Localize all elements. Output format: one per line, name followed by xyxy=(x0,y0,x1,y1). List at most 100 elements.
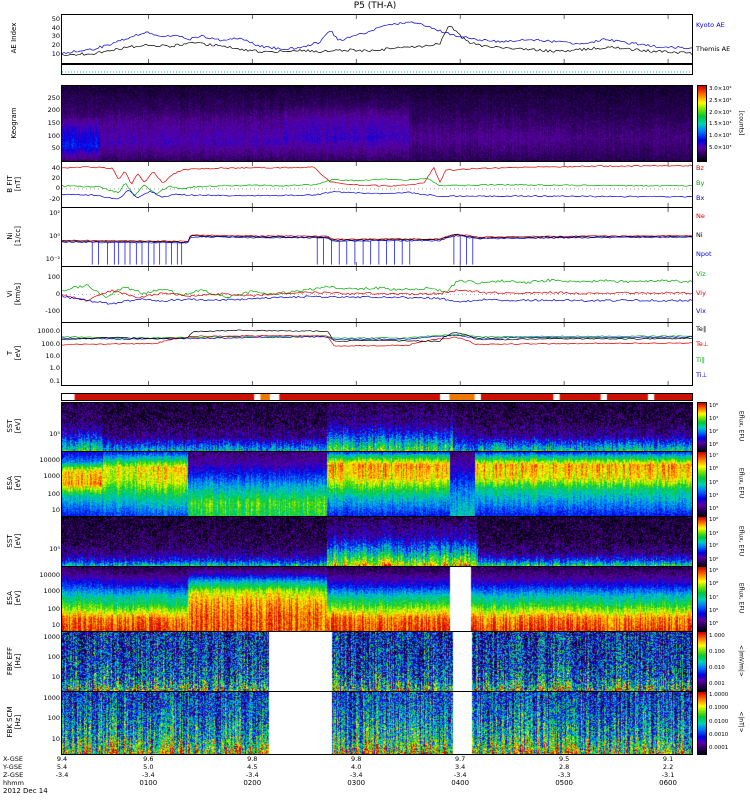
colorbar-fbk-eff-tick-3: 0.001 xyxy=(709,680,725,687)
time-tick-label: 0200 xyxy=(243,779,262,787)
colorbar-esa-electrons-tick-0: 10⁹ xyxy=(709,567,719,574)
colorbar-fbk-scm-tick-2: 0.0100 xyxy=(709,718,729,725)
panel-density-ytick-2: 10⁻² xyxy=(45,255,60,264)
plot-title: P5 (TH-A) xyxy=(353,1,397,11)
panel-keogram-ytick-4: 50 xyxy=(51,143,60,152)
orbit-value: -3.4 xyxy=(245,771,259,779)
panel-keogram-ytick-1: 200 xyxy=(47,106,60,115)
legend-density-ne: Ne xyxy=(696,211,705,220)
legend-temperature-ti-: Ti⊥ xyxy=(696,371,708,380)
panel-fbk-eff xyxy=(61,631,693,692)
panel-fbk-scm-ytick-1: 100 xyxy=(47,714,60,723)
colorbar-sst-ions-tick-1: 10⁴ xyxy=(709,416,719,423)
orbit-value: -3.4 xyxy=(55,771,69,779)
legend-density-npot: Npot xyxy=(696,250,712,259)
colorbar-fbk-eff-tick-2: 0.010 xyxy=(709,664,725,671)
colorbar-sst-electrons-tick-3: 10⁰ xyxy=(709,556,719,563)
panel-velocity-ytick-2: -100 xyxy=(45,307,60,316)
colorbar-esa-ions-unit-label: Eflux, EFU xyxy=(737,467,745,499)
colorbar-fbk-eff-tick-1: 0.100 xyxy=(709,649,725,656)
colorbar-fbk-scm-tick-1: 0.1000 xyxy=(709,705,729,712)
panel-sst-ions-ytick-0: 10⁵ xyxy=(49,430,60,439)
colorbar-keogram-tick-5: 5.0×10³ xyxy=(709,144,732,151)
orbit-value: 4.0 xyxy=(351,763,362,771)
colorbar-esa-electrons-gradient xyxy=(697,566,707,632)
colorbar-sst-ions xyxy=(697,402,707,452)
panel-esa-ions-ytick-1: 1000 xyxy=(43,472,60,481)
time-tick-label: 0600 xyxy=(659,779,677,787)
colorbar-keogram-tick-1: 2.5×10⁴ xyxy=(709,98,732,104)
legend-velocity-viz: Viz xyxy=(696,270,706,279)
panel-quality-bar xyxy=(62,394,692,400)
legend-bfit-bx: Bx xyxy=(696,193,705,202)
colorbar-fbk-scm-tick-4: 0.0001 xyxy=(709,744,729,751)
panel-esa-ions-ytick-3: 10 xyxy=(51,506,60,515)
legend-bfit-by: By xyxy=(696,178,705,187)
orbit-value: 5.0 xyxy=(143,763,154,771)
colorbar-fbk-eff-gradient xyxy=(697,631,707,692)
panel-sst-electrons-spectrogram xyxy=(62,517,692,566)
colorbar-sst-ions-tick-0: 10⁶ xyxy=(709,403,719,410)
orbit-row-label-x-gse: X-GSE xyxy=(3,755,23,763)
panel-density-ytick-0: 10² xyxy=(49,209,60,218)
colorbar-esa-ions-tick-1: 10⁶ xyxy=(709,466,719,473)
colorbar-fbk-scm xyxy=(697,691,707,755)
panel-fbk-eff-ytick-2: 10 xyxy=(51,672,60,681)
panel-density-plot xyxy=(62,208,692,266)
panel-bfit-ytick-2: 0 xyxy=(55,184,60,193)
colorbar-fbk-eff-unit-label: <|mV/m|> xyxy=(737,644,745,677)
orbit-value: -3.4 xyxy=(453,771,467,779)
legend-temperature-te-: Te⊥ xyxy=(696,340,709,349)
panel-keogram-spectrogram xyxy=(62,86,692,161)
orbit-value: 2.8 xyxy=(558,763,570,771)
panel-sst-electrons xyxy=(61,516,693,567)
panel-ae-ytick-1: 40 xyxy=(51,23,60,32)
colorbar-sst-electrons-tick-0: 10⁶ xyxy=(709,517,719,524)
panel-esa-electrons-ytick-0: 10000 xyxy=(39,570,60,579)
orbit-value: 9.4 xyxy=(56,755,68,763)
panel-esa-electrons-spectrogram xyxy=(62,567,692,631)
panel-esa-electrons xyxy=(61,566,693,632)
panel-temperature-ytick-1: 100.0 xyxy=(41,339,60,348)
panel-fbk-eff-ytick-1: 100 xyxy=(47,652,60,661)
colorbar-sst-ions-unit-label: Eflux, EFU xyxy=(737,410,745,442)
colorbar-sst-ions-gradient xyxy=(697,402,707,452)
legend-ae-kyoto-ae: Kyoto AE xyxy=(696,21,725,29)
colorbar-fbk-scm-gradient xyxy=(697,691,707,755)
orbit-value: 4.5 xyxy=(247,763,258,771)
panel-keogram-ytick-0: 250 xyxy=(47,94,60,103)
colorbar-esa-electrons-tick-1: 10⁸ xyxy=(709,581,719,588)
panel-esa-ions-ytick-2: 100 xyxy=(47,489,60,498)
colorbar-esa-electrons-tick-2: 10⁷ xyxy=(709,594,719,601)
time-tick-label: 0400 xyxy=(451,779,470,787)
orbit-value: -3.1 xyxy=(661,771,675,779)
panel-density xyxy=(61,207,693,267)
legend-temperature-ti-: Ti∥ xyxy=(696,355,705,364)
panel-fbk-scm-spectrogram xyxy=(62,692,692,754)
panel-keogram xyxy=(61,85,693,162)
panel-fbk-scm xyxy=(61,691,693,755)
orbit-value: 3.4 xyxy=(454,763,466,771)
panel-bfit-ytick-1: 20 xyxy=(51,174,60,183)
colorbar-esa-electrons-tick-3: 10⁶ xyxy=(709,607,719,614)
panel-keogram-ylabel: Keogram xyxy=(9,106,18,139)
orbit-value: 9.1 xyxy=(662,755,674,763)
panel-bfit xyxy=(61,161,693,208)
colorbar-esa-ions-tick-2: 10⁵ xyxy=(709,479,719,486)
panel-ae-ytick-4: 10 xyxy=(51,49,60,58)
date-label: 2012 Dec 14 xyxy=(3,787,48,795)
colorbar-sst-electrons-tick-2: 10² xyxy=(709,543,719,550)
orbit-value: 2.2 xyxy=(662,763,674,771)
colorbar-sst-electrons-gradient xyxy=(697,516,707,567)
panel-temperature-plot xyxy=(62,323,692,385)
colorbar-esa-ions-gradient xyxy=(697,451,707,517)
orbit-value: 9.7 xyxy=(454,755,466,763)
orbit-value: -3.4 xyxy=(349,771,363,779)
panel-density-ytick-1: 10⁰ xyxy=(49,232,60,241)
orbit-row-label-y-gse: Y-GSE xyxy=(3,763,23,771)
panel-sst-electrons-ytick-0: 10⁵ xyxy=(49,544,60,553)
panel-esa-ions-spectrogram xyxy=(62,452,692,516)
panel-esa-ions-ytick-0: 10000 xyxy=(39,455,60,464)
colorbar-esa-ions-tick-0: 10⁷ xyxy=(709,452,719,459)
